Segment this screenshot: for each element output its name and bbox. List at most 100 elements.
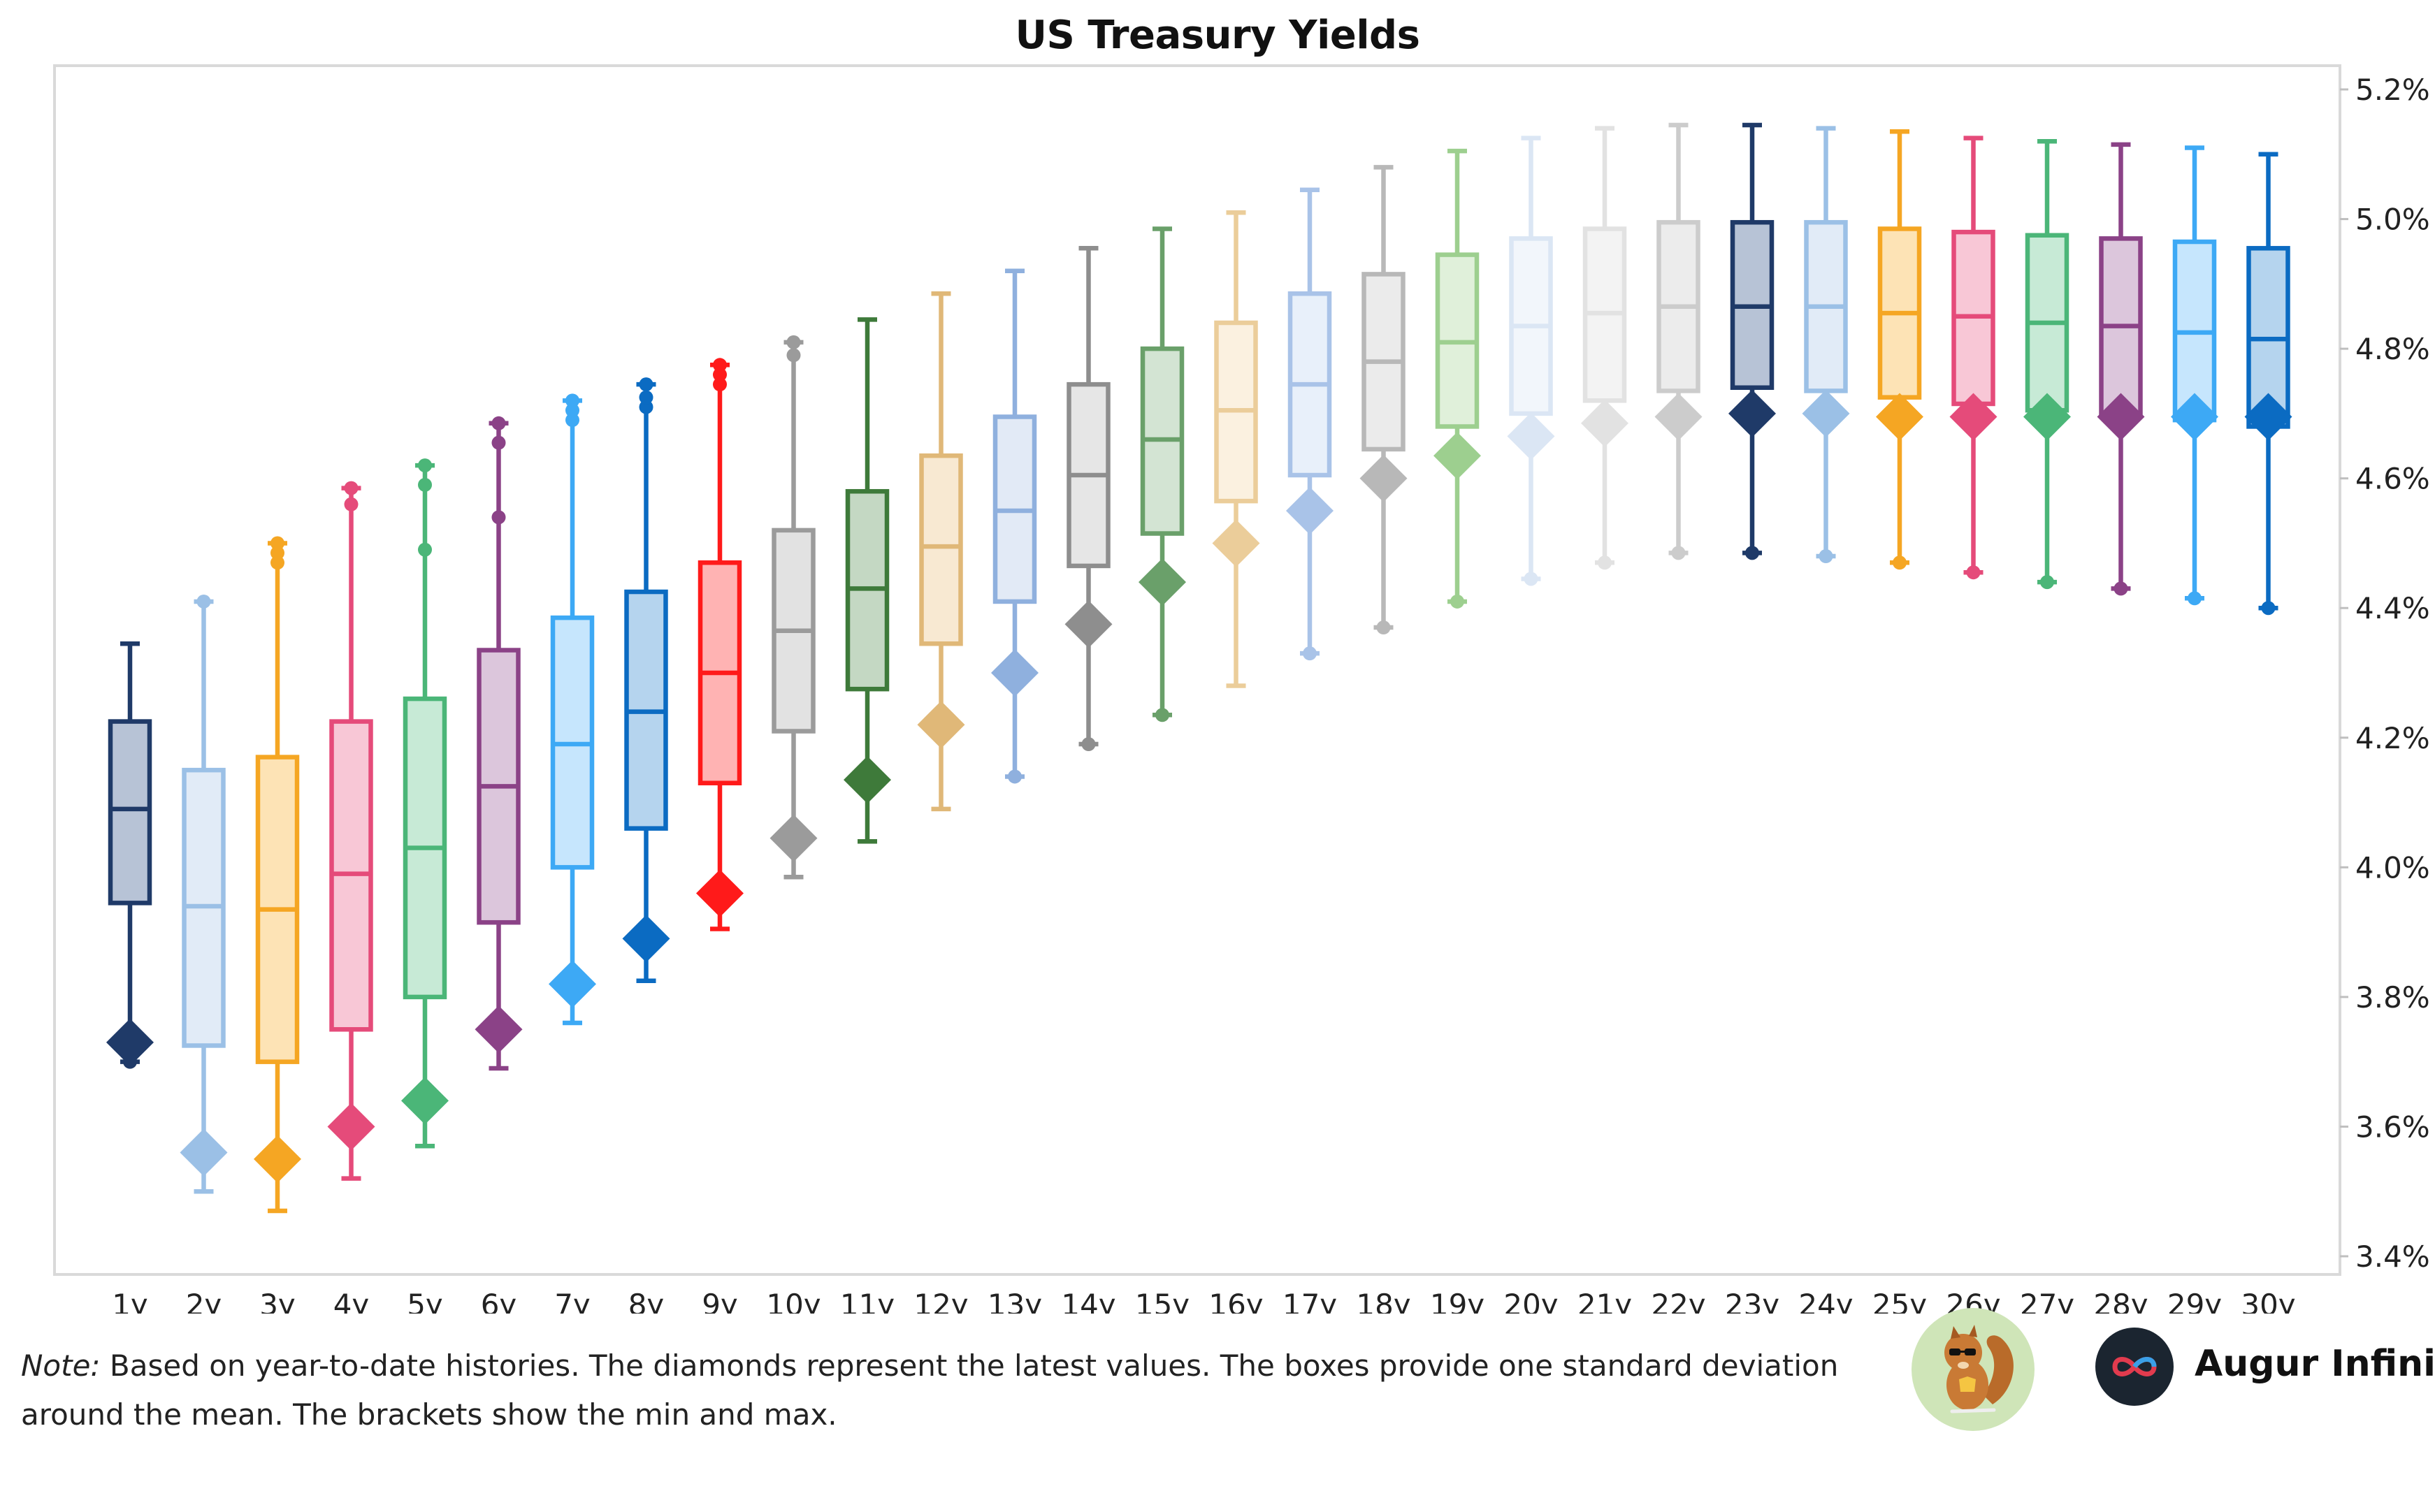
latest-value-diamond bbox=[327, 1103, 375, 1151]
latest-value-diamond bbox=[1802, 389, 1850, 437]
x-tick-label: 25y bbox=[1872, 1288, 1927, 1314]
outlier-point bbox=[1450, 594, 1464, 609]
x-tick-label: 27y bbox=[2020, 1288, 2074, 1314]
y-tick-label: 3.6% bbox=[2355, 1110, 2430, 1144]
x-tick-label: 13y bbox=[988, 1288, 1042, 1314]
latest-value-diamond bbox=[991, 649, 1039, 697]
latest-value-diamond bbox=[2097, 393, 2145, 441]
boxes-layer bbox=[106, 122, 2292, 1214]
box-group-14y bbox=[1064, 246, 1113, 752]
outlier-point bbox=[1303, 646, 1317, 661]
outlier-point bbox=[713, 377, 727, 392]
outlier-point bbox=[1008, 769, 1022, 784]
box-group-17y bbox=[1286, 187, 1334, 661]
outlier-point bbox=[418, 458, 432, 473]
latest-value-diamond bbox=[917, 701, 965, 749]
y-tick-label: 4.0% bbox=[2355, 850, 2430, 885]
x-tick-label: 29y bbox=[2167, 1288, 2222, 1314]
outlier-point bbox=[344, 497, 359, 511]
y-tick-label: 4.4% bbox=[2355, 591, 2430, 625]
latest-value-diamond bbox=[549, 960, 596, 1008]
outlier-point bbox=[1598, 555, 1612, 570]
x-tick-label: 28y bbox=[2093, 1288, 2148, 1314]
footnote: Note: Based on year-to-date histories. T… bbox=[21, 1342, 1894, 1439]
outlier-point bbox=[196, 594, 211, 609]
outlier-point bbox=[2261, 601, 2276, 616]
x-tick-label: 3y bbox=[259, 1288, 296, 1314]
box-group-29y bbox=[2171, 145, 2218, 606]
latest-value-diamond bbox=[2171, 393, 2218, 441]
x-tick-label: 12y bbox=[913, 1288, 968, 1314]
outlier-point bbox=[786, 348, 801, 363]
outlier-point bbox=[1893, 555, 1907, 570]
outlier-point bbox=[1966, 565, 1981, 580]
box-group-22y bbox=[1654, 122, 1703, 560]
x-tick-label: 18y bbox=[1356, 1288, 1410, 1314]
outlier-point bbox=[270, 546, 284, 560]
latest-value-diamond bbox=[475, 1005, 523, 1054]
outlier-point bbox=[2188, 591, 2202, 606]
outlier-point bbox=[1745, 546, 1759, 560]
x-tick-label: 24y bbox=[1798, 1288, 1853, 1314]
box-group-11y bbox=[844, 317, 891, 844]
note-prefix: Note: bbox=[21, 1349, 101, 1383]
x-tick-label: 7y bbox=[554, 1288, 591, 1314]
outlier-point bbox=[270, 555, 284, 570]
box-plot-chart: 3.4% 3.6% 3.8% 4.0% 4.2% 4.4% 4.6% 4.8% 5.0% 5.2%… bbox=[53, 64, 2430, 1314]
x-tick-label: 9y bbox=[702, 1288, 738, 1314]
outlier-point bbox=[713, 358, 727, 372]
latest-value-diamond bbox=[1581, 399, 1628, 447]
box-group-8y bbox=[622, 377, 670, 983]
y-tick-label: 4.8% bbox=[2355, 332, 2430, 366]
x-tick-label: 14y bbox=[1061, 1288, 1115, 1314]
x-tick-label: 15y bbox=[1135, 1288, 1190, 1314]
latest-value-diamond bbox=[1359, 454, 1408, 502]
outlier-point bbox=[491, 416, 506, 430]
box-group-9y bbox=[696, 358, 744, 931]
outlier-point bbox=[2114, 581, 2128, 596]
outlier-point bbox=[1081, 737, 1096, 752]
box-group-18y bbox=[1359, 165, 1408, 635]
y-tick-label: 3.8% bbox=[2355, 980, 2430, 1015]
x-tick-label: 1y bbox=[112, 1288, 148, 1314]
outlier-point bbox=[418, 477, 432, 492]
std-dev-box bbox=[108, 719, 152, 906]
x-tick-label: 2y bbox=[186, 1288, 222, 1314]
box-group-30y bbox=[2244, 152, 2292, 616]
box-group-2y bbox=[180, 594, 228, 1194]
x-tick-label: 4y bbox=[333, 1288, 370, 1314]
outlier-point bbox=[344, 481, 359, 495]
box-group-20y bbox=[1507, 136, 1555, 586]
box-group-3y bbox=[254, 536, 301, 1214]
std-dev-box bbox=[919, 453, 963, 646]
x-tick-label: 10y bbox=[766, 1288, 821, 1314]
box-group-21y bbox=[1581, 126, 1628, 570]
squirrel-mascot-icon bbox=[1912, 1308, 2035, 1431]
latest-value-diamond bbox=[1728, 389, 1776, 437]
latest-value-diamond bbox=[180, 1128, 228, 1177]
outlier-point bbox=[1155, 708, 1169, 722]
box-group-10y bbox=[769, 335, 818, 880]
latest-value-diamond bbox=[2244, 393, 2292, 441]
latest-value-diamond bbox=[1507, 412, 1555, 460]
outlier-point bbox=[2040, 575, 2054, 590]
latest-value-diamond bbox=[844, 756, 891, 804]
outlier-point bbox=[491, 510, 506, 525]
x-tick-label: 20y bbox=[1503, 1288, 1558, 1314]
box-group-27y bbox=[2023, 138, 2071, 590]
latest-value-diamond bbox=[106, 1018, 154, 1066]
y-tick-label: 3.4% bbox=[2355, 1240, 2430, 1274]
outlier-point bbox=[639, 377, 653, 392]
outlier-point bbox=[491, 435, 506, 450]
outlier-point bbox=[1376, 620, 1391, 635]
outlier-point bbox=[786, 335, 801, 349]
latest-value-diamond bbox=[1212, 519, 1260, 567]
x-tick-label: 21y bbox=[1577, 1288, 1632, 1314]
latest-value-diamond bbox=[1139, 558, 1186, 606]
latest-value-diamond bbox=[622, 915, 670, 963]
x-tick-label: 23y bbox=[1725, 1288, 1779, 1314]
x-tick-label: 19y bbox=[1430, 1288, 1484, 1314]
box-group-25y bbox=[1876, 129, 1923, 570]
outlier-point bbox=[565, 393, 579, 408]
box-group-13y bbox=[991, 268, 1039, 784]
